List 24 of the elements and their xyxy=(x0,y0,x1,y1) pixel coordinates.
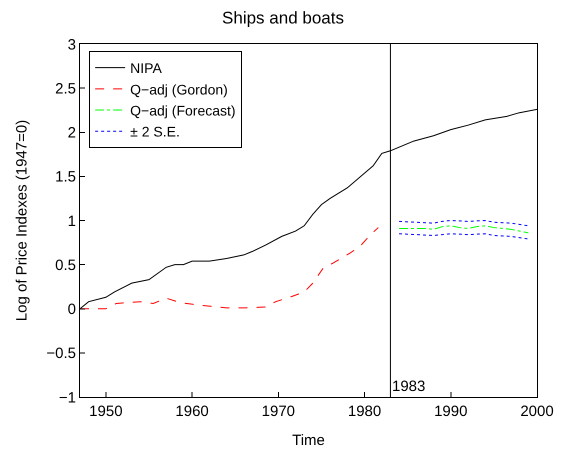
y-tick-label: 2.5 xyxy=(55,80,76,98)
x-tick-label: 1960 xyxy=(175,403,209,420)
y-tick-label: −1 xyxy=(58,389,76,406)
x-tick-label: 2000 xyxy=(520,403,554,420)
line-series xyxy=(398,225,529,234)
y-axis-title: Log of Price Indexes (1947=0) xyxy=(14,120,31,322)
y-tick-label: 0 xyxy=(68,301,76,318)
legend-label: NIPA xyxy=(130,60,162,76)
legend-label: ± 2 S.E. xyxy=(130,124,180,140)
x-tick-label: 1980 xyxy=(348,403,382,420)
y-tick-label: −0.5 xyxy=(46,345,76,362)
legend-label: Q−adj (Forecast) xyxy=(130,102,236,119)
x-tick-label: 1990 xyxy=(434,403,468,420)
x-tick-label: 1970 xyxy=(262,403,296,420)
y-tick-label: 2 xyxy=(68,124,76,142)
y-tick-label: 0.5 xyxy=(55,256,76,274)
chart-title: Ships and boats xyxy=(222,8,344,28)
y-tick-label: 1.5 xyxy=(55,168,76,186)
x-axis-title: Time xyxy=(292,432,325,449)
y-tick-label: 1 xyxy=(68,212,76,230)
legend-label: Q−adj (Gordon) xyxy=(130,81,228,98)
y-tick-label: 3 xyxy=(68,36,76,54)
x-tick-label: 1950 xyxy=(89,403,123,420)
ref-line-label: 1983 xyxy=(392,378,426,395)
